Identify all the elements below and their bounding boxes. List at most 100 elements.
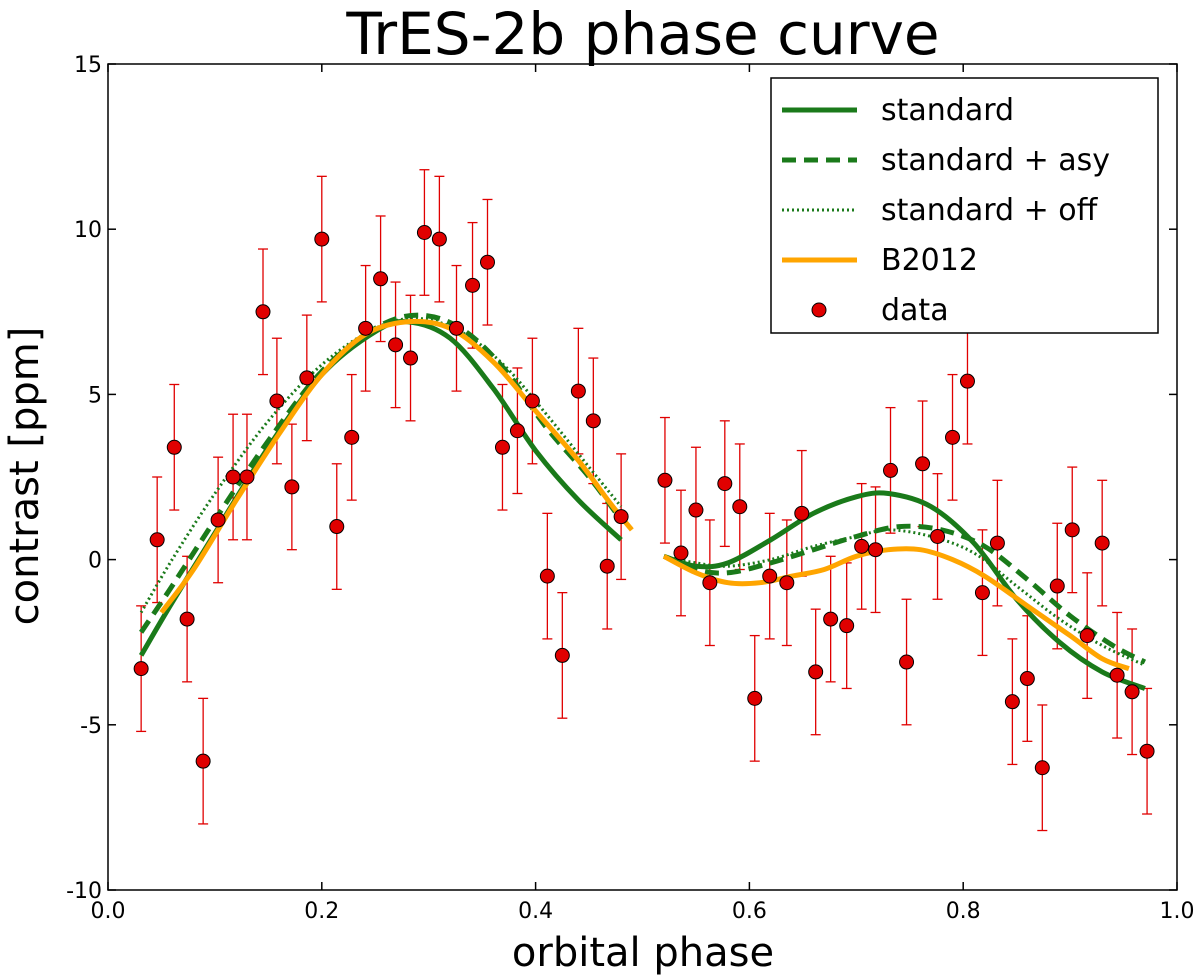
legend-label: data <box>881 293 949 328</box>
legend-entries: standard standard + asy standard + off B201… <box>782 93 1110 328</box>
data-point <box>899 654 915 670</box>
data-point <box>1064 522 1080 538</box>
data-point <box>1139 743 1155 759</box>
data-point <box>539 568 555 584</box>
data-point <box>717 476 733 492</box>
data-point <box>479 254 495 270</box>
data-point <box>133 661 149 677</box>
data-point <box>509 423 525 439</box>
data-point <box>329 519 345 535</box>
legend-label: standard <box>881 93 1014 128</box>
y-tick-label: -5 <box>80 714 102 739</box>
legend-label: B2012 <box>881 243 978 278</box>
series-line-standard-asy <box>662 523 1147 665</box>
data-point <box>388 337 404 353</box>
data-point <box>688 502 704 518</box>
data-point <box>702 575 718 591</box>
data-point <box>915 456 931 472</box>
data-point <box>299 370 315 386</box>
data-point <box>945 429 961 445</box>
data-point <box>657 472 673 488</box>
data-point <box>1004 694 1020 710</box>
legend-label: standard + asy <box>881 143 1110 178</box>
data-point <box>868 542 884 558</box>
data-point <box>1034 760 1050 776</box>
x-tick-label: 0.0 <box>91 899 126 924</box>
data-point <box>448 320 464 336</box>
data-point <box>808 664 824 680</box>
data-point <box>524 393 540 409</box>
y-tick-label: 15 <box>74 53 102 78</box>
series-line-standard-off <box>139 316 623 614</box>
data-point <box>373 271 389 287</box>
data-point <box>732 499 748 515</box>
series-line-b2012 <box>159 318 634 615</box>
data-point <box>762 568 778 584</box>
series-line-standard <box>138 318 623 657</box>
x-tick-label: 0.6 <box>732 899 767 924</box>
axis-ticks: 0.0 0.2 0.4 0.6 0.8 1.0 -10 -5 0 5 10 15 <box>66 53 1194 924</box>
y-tick-label: 0 <box>88 549 102 574</box>
data-point <box>269 393 285 409</box>
x-tick-label: 0.8 <box>946 899 981 924</box>
data-point <box>779 575 795 591</box>
legend: standard standard + asy standard + off B201… <box>770 77 1159 334</box>
data-point <box>854 538 870 554</box>
data-point <box>1124 684 1140 700</box>
data-point <box>255 304 271 320</box>
x-tick-label: 0.4 <box>518 899 553 924</box>
data-point <box>195 753 211 769</box>
data-point <box>989 535 1005 551</box>
data-point <box>494 439 510 455</box>
legend-box <box>770 77 1159 334</box>
data-point <box>747 690 763 706</box>
data-point <box>585 413 601 429</box>
data-point <box>839 618 855 634</box>
data-point <box>239 469 255 485</box>
data-point <box>1019 671 1035 687</box>
data-point <box>823 611 839 627</box>
data-point <box>314 231 330 247</box>
data-point <box>883 462 899 478</box>
data-point <box>1094 535 1110 551</box>
data-point <box>554 647 570 663</box>
data-point <box>149 532 165 548</box>
y-tick-label: 5 <box>88 383 102 408</box>
legend-label: standard + off <box>881 193 1099 228</box>
data-point <box>166 439 182 455</box>
y-axis-label: contrast [ppm] <box>2 327 48 626</box>
data-point <box>344 429 360 445</box>
data-point <box>210 512 226 528</box>
x-tick-label: 0.2 <box>304 899 339 924</box>
chart-title: TrES-2b phase curve <box>345 0 939 68</box>
data-point <box>465 277 481 293</box>
data-point <box>1109 667 1125 683</box>
data-point <box>974 585 990 601</box>
data-point <box>358 320 374 336</box>
data-point <box>403 350 419 366</box>
data-point <box>416 225 432 241</box>
data-point <box>599 558 615 574</box>
data-point <box>284 479 300 495</box>
plot-area <box>133 169 1155 832</box>
data-point <box>570 383 586 399</box>
data-point <box>1079 628 1095 644</box>
data-point <box>1049 578 1065 594</box>
data-point <box>673 545 689 561</box>
data-point <box>930 528 946 544</box>
data-point <box>179 611 195 627</box>
x-axis-label: orbital phase <box>512 930 774 976</box>
y-tick-label: -10 <box>66 879 102 904</box>
data-point <box>959 373 975 389</box>
y-tick-label: 10 <box>74 218 102 243</box>
data-point <box>613 509 629 525</box>
series-line-b2012 <box>662 546 1130 671</box>
plot-frame <box>107 63 1178 891</box>
x-tick-label: 1.0 <box>1160 899 1195 924</box>
data-point <box>431 231 447 247</box>
data-point <box>794 505 810 521</box>
data-point <box>225 469 241 485</box>
series-line-standard-off <box>663 528 1146 667</box>
series-line-standard <box>663 490 1146 691</box>
